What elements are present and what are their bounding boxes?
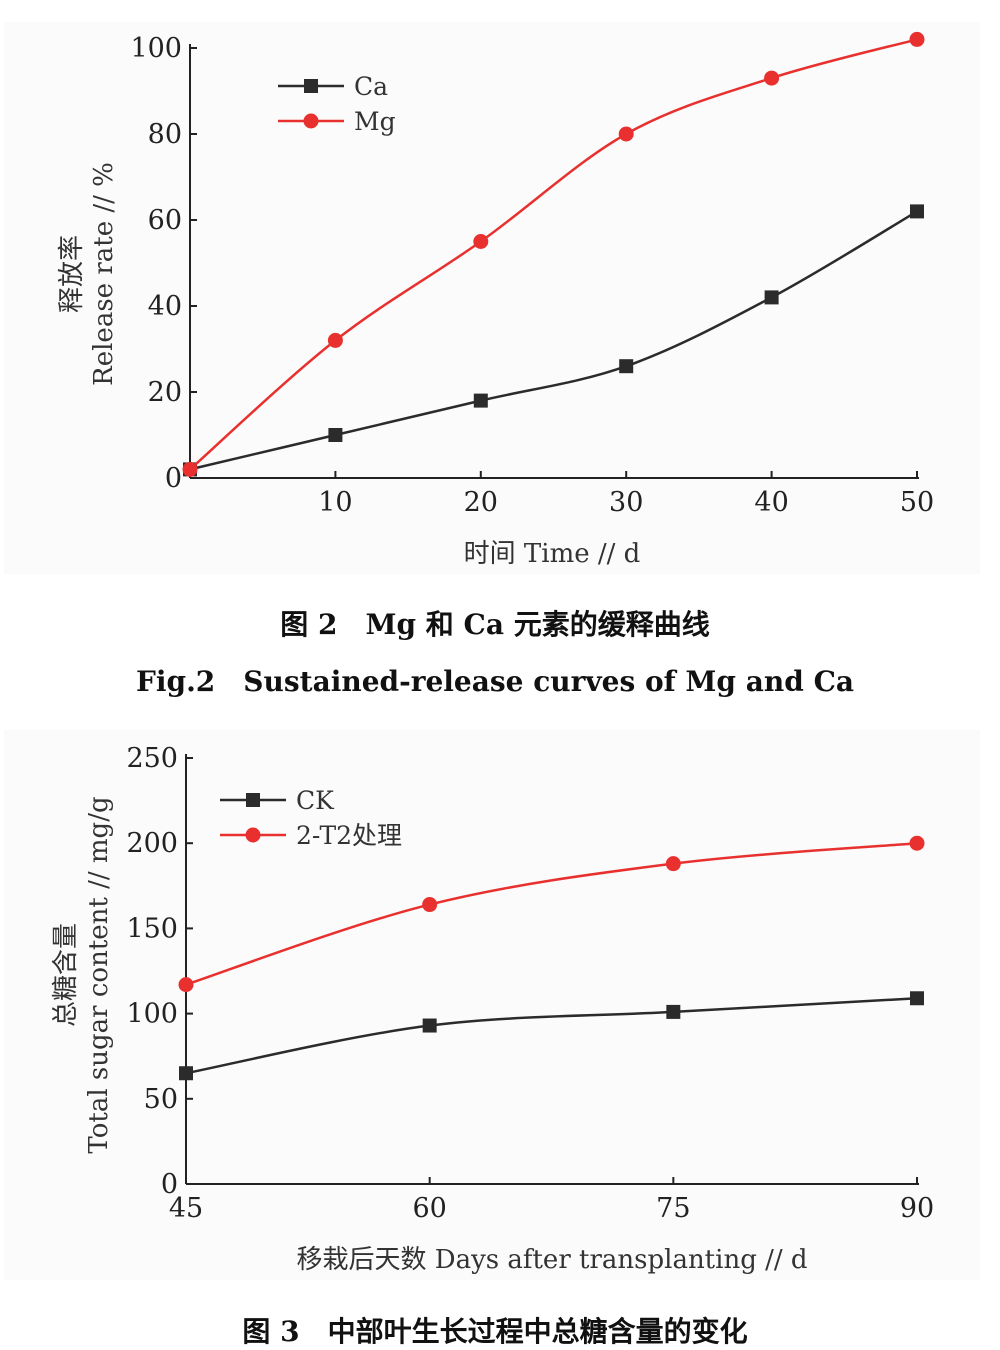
chart-panel-fig2: 0 20 40 60 80 100 10 20 30 40 50 时间 Time // d 释放率 Rel… <box>4 22 980 574</box>
y-tick-label: 50 <box>144 1084 178 1115</box>
y-tick-label: 100 <box>126 999 178 1030</box>
y-tick-label: 100 <box>130 33 182 64</box>
figure-caption-zh: 图 3 中部叶生长过程中总糖含量的变化 <box>242 1315 748 1348</box>
y-tick-label: 40 <box>148 291 182 322</box>
series-line-2 <box>185 841 918 986</box>
data-point <box>910 991 924 1006</box>
data-point <box>328 428 343 442</box>
legend-label: Mg <box>354 107 396 136</box>
x-tick-label: 40 <box>754 487 788 518</box>
data-point <box>179 1066 193 1081</box>
series-line-2 <box>189 38 918 471</box>
y-tick-label: 80 <box>148 119 182 150</box>
x-axis-label: 时间 Time // d <box>464 539 641 569</box>
data-point <box>327 332 343 348</box>
y-tick-label: 150 <box>126 913 178 944</box>
y-tick-label: 0 <box>165 463 182 494</box>
data-point <box>909 31 925 47</box>
x-tick-label: 50 <box>900 487 934 518</box>
data-point <box>764 290 779 305</box>
data-point <box>618 126 634 142</box>
legend-label: 2-T2处理 <box>296 821 402 850</box>
x-axis-label: 移栽后天数 Days after transplanting // d <box>296 1245 807 1275</box>
legend-marker <box>245 827 261 843</box>
chart-panel-fig3: 0 50 100 150 200 250 45 60 75 90 移栽后天数 Days after … <box>4 730 980 1280</box>
y-axis-label-en: Release rate // % <box>89 162 119 386</box>
legend-label: CK <box>296 786 335 815</box>
y-axis-label-zh: 释放率 <box>57 235 87 313</box>
y-tick-label: 250 <box>126 743 178 774</box>
data-point <box>182 461 198 477</box>
data-point <box>665 856 681 872</box>
legend-marker <box>303 113 319 129</box>
data-point <box>473 393 488 408</box>
x-tick-label: 90 <box>900 1193 934 1224</box>
figure-caption-zh: 图 2 Mg 和 Ca 元素的缓释曲线 <box>280 608 710 641</box>
data-point <box>764 70 780 86</box>
x-tick-label: 60 <box>412 1193 446 1224</box>
series-line-1 <box>189 210 918 471</box>
figure-caption-en: Fig.2 Sustained-release curves of Mg and… <box>135 665 855 698</box>
data-point <box>666 1004 681 1019</box>
data-point <box>178 977 194 993</box>
legend-label: Ca <box>354 72 388 101</box>
y-tick-label: 200 <box>126 828 178 859</box>
x-tick-label: 20 <box>464 487 498 518</box>
data-point <box>473 234 489 249</box>
chart-fig2: 0 20 40 60 80 100 10 20 30 40 50 时间 Time // d 释放率 Rel… <box>57 31 934 569</box>
y-axis-label-en: Total sugar content // mg/g <box>84 796 114 1153</box>
chart-fig3: 0 50 100 150 200 250 45 60 75 90 移栽后天数 Days after … <box>51 743 934 1275</box>
series-line-1 <box>185 997 918 1075</box>
y-tick-label: 20 <box>148 377 182 408</box>
x-tick-label: 75 <box>656 1193 690 1224</box>
data-point <box>619 359 634 374</box>
y-tick-label: 0 <box>161 1169 178 1200</box>
data-point <box>910 204 924 219</box>
y-tick-label: 60 <box>148 205 182 236</box>
y-axis-label-zh: 总糖含量 <box>51 923 81 1027</box>
x-tick-label: 45 <box>169 1193 203 1224</box>
x-tick-label: 30 <box>609 487 643 518</box>
x-tick-label: 10 <box>318 487 352 518</box>
data-point <box>422 1018 437 1033</box>
data-point <box>422 897 438 913</box>
legend-marker <box>304 79 318 93</box>
legend-marker <box>246 793 260 807</box>
data-point <box>909 835 925 851</box>
